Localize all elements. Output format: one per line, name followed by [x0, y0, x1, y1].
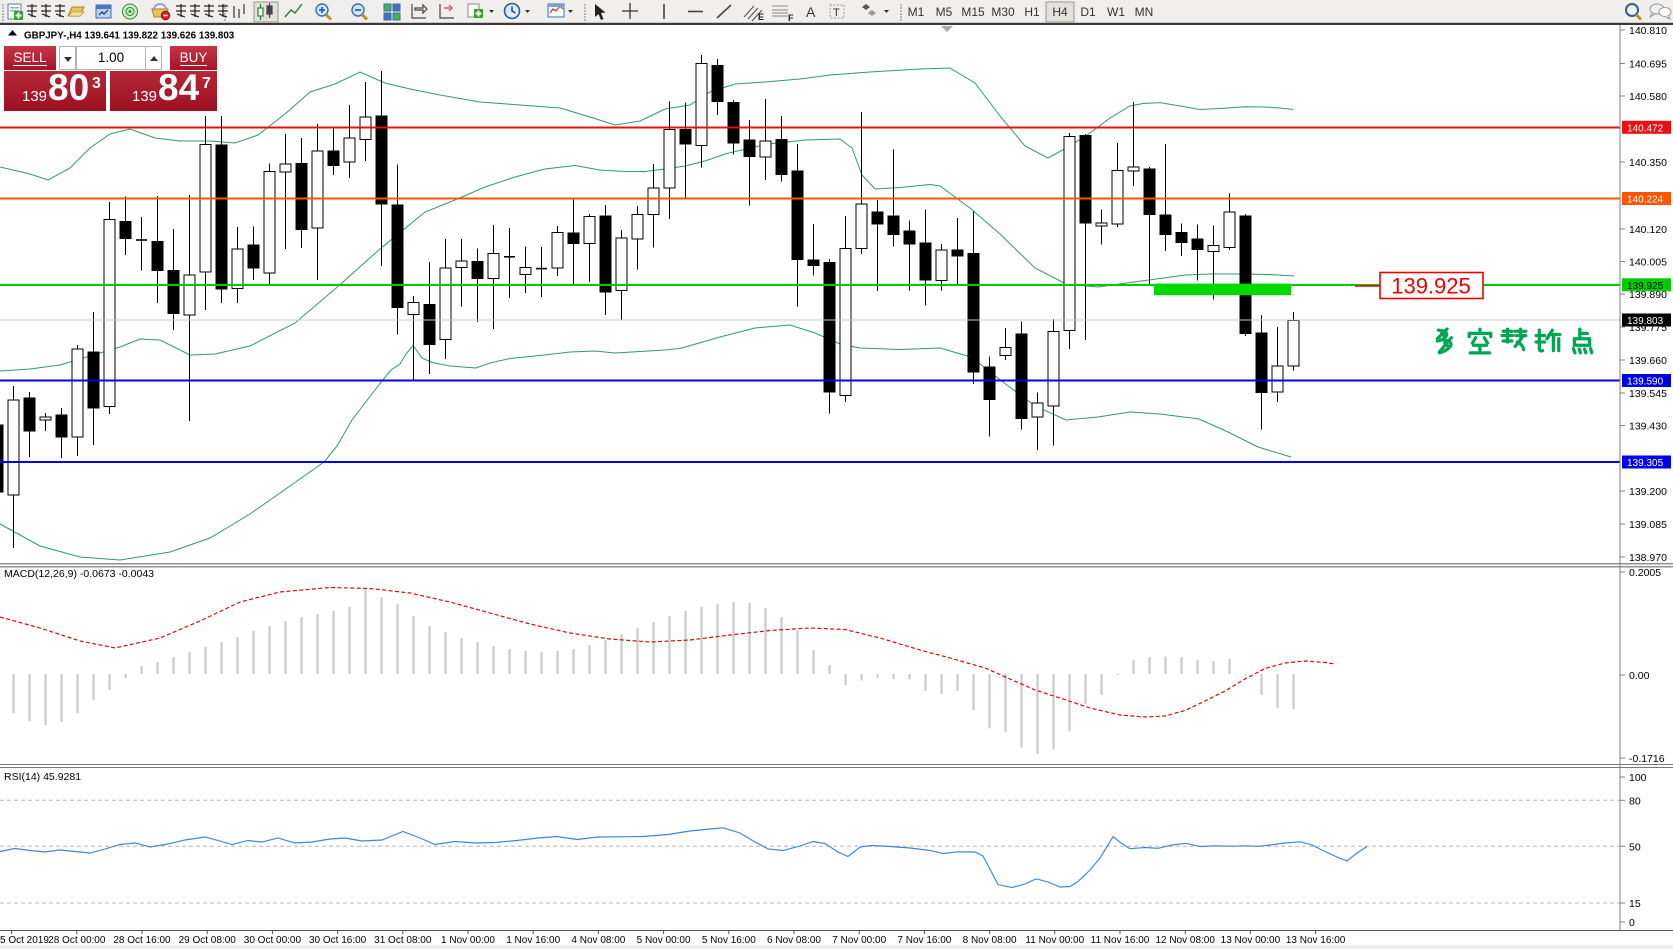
svg-text:140.224: 140.224: [1627, 195, 1664, 206]
svg-text:11 Nov 16:00: 11 Nov 16:00: [1091, 935, 1150, 946]
svg-text:M15: M15: [961, 5, 985, 19]
svg-text:139.890: 139.890: [1629, 289, 1667, 301]
svg-text:140.472: 140.472: [1627, 123, 1664, 134]
svg-text:140.810: 140.810: [1629, 25, 1667, 37]
svg-text:M1: M1: [908, 5, 925, 19]
svg-text:139.590: 139.590: [1627, 377, 1664, 388]
svg-text:H4: H4: [1052, 5, 1068, 19]
svg-text:7 Nov 16:00: 7 Nov 16:00: [897, 935, 951, 946]
svg-text:5 Nov 00:00: 5 Nov 00:00: [637, 935, 691, 946]
svg-text:M5: M5: [936, 5, 953, 19]
svg-text:139.430: 139.430: [1629, 421, 1667, 433]
svg-text:139.085: 139.085: [1629, 519, 1667, 531]
svg-text:30 Oct 16:00: 30 Oct 16:00: [309, 935, 367, 946]
svg-text:M30: M30: [991, 5, 1015, 19]
svg-text:7 Nov 00:00: 7 Nov 00:00: [832, 935, 886, 946]
svg-text:139.925: 139.925: [1627, 281, 1664, 292]
svg-text:50: 50: [1629, 841, 1641, 853]
svg-text:139.200: 139.200: [1629, 486, 1667, 498]
svg-text:5 Oct 2019: 5 Oct 2019: [0, 935, 49, 946]
svg-text:E: E: [758, 12, 764, 22]
svg-text:W1: W1: [1107, 5, 1125, 19]
svg-text:T: T: [833, 7, 840, 19]
svg-text:31 Oct 08:00: 31 Oct 08:00: [374, 935, 432, 946]
svg-text:5 Nov 16:00: 5 Nov 16:00: [702, 935, 756, 946]
svg-text:MACD(12,26,9) -0.0673 -0.0043: MACD(12,26,9) -0.0673 -0.0043: [4, 568, 154, 580]
svg-text:0: 0: [1629, 917, 1635, 929]
svg-text:100: 100: [1629, 772, 1647, 784]
svg-text:140.120: 140.120: [1629, 224, 1667, 236]
svg-text:140.695: 140.695: [1629, 59, 1667, 71]
svg-text:15: 15: [1629, 898, 1641, 910]
svg-text:1 Nov 16:00: 1 Nov 16:00: [506, 935, 560, 946]
svg-text:GBPJPY-,H4 139.641 139.822 13: GBPJPY-,H4 139.641 139.822 139.626 139.8…: [24, 31, 235, 42]
svg-text:80: 80: [1629, 795, 1641, 807]
svg-text:140.005: 140.005: [1629, 257, 1667, 269]
svg-text:13 Nov 00:00: 13 Nov 00:00: [1221, 935, 1281, 946]
svg-text:139.545: 139.545: [1629, 388, 1667, 400]
svg-text:MN: MN: [1135, 5, 1154, 19]
svg-text:30 Oct 00:00: 30 Oct 00:00: [244, 935, 302, 946]
svg-text:29 Oct 08:00: 29 Oct 08:00: [179, 935, 237, 946]
svg-text:28 Oct 00:00: 28 Oct 00:00: [48, 935, 106, 946]
svg-text:4 Nov 08:00: 4 Nov 08:00: [571, 935, 625, 946]
svg-text:H1: H1: [1024, 5, 1040, 19]
svg-text:1 Nov 00:00: 1 Nov 00:00: [441, 935, 495, 946]
svg-text:-0.1716: -0.1716: [1629, 753, 1665, 765]
svg-text:A: A: [806, 4, 816, 20]
svg-text:0.2005: 0.2005: [1629, 567, 1661, 579]
svg-text:140.580: 140.580: [1629, 91, 1667, 103]
svg-text:11 Nov 00:00: 11 Nov 00:00: [1025, 935, 1084, 946]
svg-text:139.925: 139.925: [1391, 274, 1471, 299]
svg-text:139.803: 139.803: [1627, 316, 1664, 327]
svg-text:D1: D1: [1080, 5, 1096, 19]
svg-text:12 Nov 08:00: 12 Nov 08:00: [1155, 935, 1215, 946]
svg-text:8 Nov 08:00: 8 Nov 08:00: [963, 935, 1017, 946]
svg-text:RSI(14) 45.9281: RSI(14) 45.9281: [4, 771, 81, 783]
svg-text:28 Oct 16:00: 28 Oct 16:00: [113, 935, 171, 946]
svg-text:6 Nov 08:00: 6 Nov 08:00: [767, 935, 821, 946]
svg-text:139.305: 139.305: [1627, 458, 1664, 469]
svg-text:F: F: [788, 13, 794, 23]
svg-text:13 Nov 16:00: 13 Nov 16:00: [1286, 935, 1346, 946]
svg-text:138.970: 138.970: [1629, 552, 1667, 563]
svg-text:0.00: 0.00: [1629, 670, 1650, 682]
svg-text:139.660: 139.660: [1629, 355, 1667, 367]
svg-text:140.350: 140.350: [1629, 157, 1667, 169]
